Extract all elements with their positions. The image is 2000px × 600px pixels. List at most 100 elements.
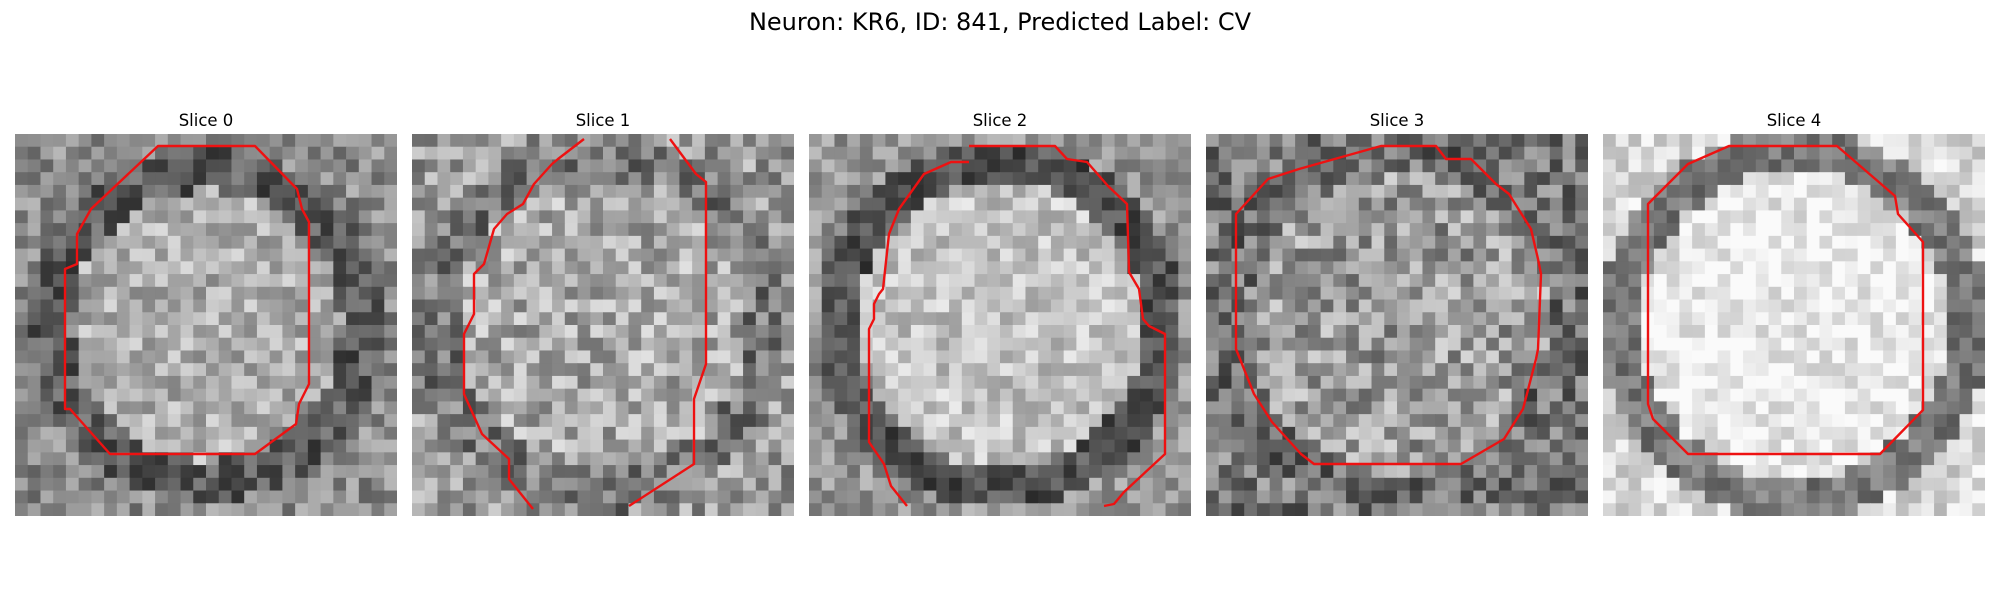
pixel-cell	[961, 197, 976, 211]
pixel-cell	[218, 159, 233, 173]
pixel-cell	[1447, 452, 1462, 466]
pixel-cell	[755, 159, 770, 173]
pixel-cell	[1038, 337, 1052, 352]
pixel-cell	[346, 363, 360, 377]
slice-image	[15, 134, 397, 516]
pixel-cell	[987, 299, 1001, 313]
pixel-cell	[1358, 414, 1373, 428]
pixel-cell	[307, 184, 322, 199]
pixel-cell	[513, 223, 528, 237]
pixel-cell	[129, 210, 143, 224]
pixel-cell	[1844, 172, 1859, 186]
pixel-cell	[91, 261, 105, 275]
pixel-cell	[1628, 388, 1642, 402]
pixel-cell	[834, 477, 848, 492]
pixel-cell	[1076, 401, 1090, 415]
pixel-cell	[936, 375, 950, 390]
pixel-cell	[475, 414, 489, 428]
pixel-cell	[666, 503, 680, 516]
pixel-cell	[755, 197, 770, 211]
pixel-cell	[1152, 477, 1167, 492]
pixel-cell	[1819, 503, 1833, 516]
pixel-cell	[475, 350, 489, 364]
pixel-cell	[1653, 134, 1668, 148]
pixel-cell	[218, 452, 233, 466]
pixel-cell	[1269, 312, 1283, 326]
pixel-cell	[1447, 274, 1462, 288]
pixel-cell	[1717, 210, 1731, 224]
pixel-cell	[180, 337, 194, 352]
pixel-cell	[1972, 350, 1985, 364]
pixel-cell	[1165, 172, 1179, 186]
pixel-cell	[564, 248, 579, 262]
pixel-cell	[501, 414, 515, 428]
pixel-cell	[1679, 312, 1693, 326]
pixel-cell	[1076, 414, 1090, 428]
pixel-cell	[1692, 465, 1706, 479]
pixel-cell	[1537, 465, 1551, 479]
pixel-cell	[679, 261, 693, 275]
pixel-cell	[1755, 325, 1770, 339]
pixel-cell	[679, 325, 693, 339]
pixel-cell	[206, 197, 220, 211]
pixel-cell	[142, 426, 156, 441]
pixel-cell	[834, 465, 848, 479]
pixel-cell	[104, 134, 118, 148]
pixel-cell	[1806, 503, 1821, 516]
pixel-cell	[1435, 452, 1449, 466]
pixel-cell	[450, 465, 464, 479]
pixel-cell	[231, 426, 245, 441]
pixel-cell	[898, 286, 912, 301]
pixel-cell	[834, 248, 848, 262]
pixel-cell	[1333, 261, 1347, 275]
pixel-cell	[206, 414, 220, 428]
pixel-cell	[1422, 172, 1436, 186]
pixel-cell	[269, 503, 283, 516]
pixel-cell	[1473, 197, 1487, 211]
pixel-cell	[1717, 375, 1731, 390]
pixel-cell	[1946, 274, 1961, 288]
pixel-cell	[1806, 426, 1821, 441]
pixel-cell	[1537, 439, 1551, 453]
pixel-cell	[1397, 274, 1411, 288]
pixel-cell	[1832, 325, 1846, 339]
pixel-cell	[1857, 401, 1871, 415]
pixel-cell	[65, 286, 80, 301]
pixel-cell	[1012, 286, 1027, 301]
pixel-cell	[628, 325, 642, 339]
pixel-cell	[987, 312, 1001, 326]
pixel-cell	[834, 172, 848, 186]
pixel-cell	[15, 248, 29, 262]
pixel-cell	[859, 477, 874, 492]
pixel-cell	[872, 210, 886, 224]
pixel-cell	[1794, 197, 1808, 211]
pixel-cell	[872, 350, 886, 364]
pixel-cell	[615, 375, 630, 390]
pixel-cell	[961, 223, 976, 237]
pixel-cell	[78, 350, 92, 364]
pixel-cell	[974, 490, 988, 504]
pixel-cell	[1231, 363, 1245, 377]
pixel-cell	[1562, 299, 1576, 313]
pixel-cell	[1498, 312, 1513, 326]
pixel-cell	[1101, 414, 1116, 428]
pixel-cell	[1743, 490, 1757, 504]
pixel-cell	[1794, 286, 1808, 301]
pixel-cell	[358, 325, 373, 339]
pixel-cell	[603, 337, 617, 352]
pixel-cell	[1844, 299, 1859, 313]
pixel-cell	[269, 235, 283, 250]
pixel-cell	[180, 465, 194, 479]
pixel-cell	[1295, 426, 1309, 441]
pixel-cell	[1460, 146, 1474, 161]
pixel-cell	[1946, 325, 1961, 339]
pixel-cell	[1743, 248, 1757, 262]
pixel-cell	[1012, 452, 1027, 466]
pixel-cell	[1972, 503, 1985, 516]
pixel-cell	[1012, 146, 1027, 161]
pixel-cell	[1883, 490, 1897, 504]
pixel-cell	[53, 146, 67, 161]
pixel-cell	[898, 197, 912, 211]
pixel-cell	[450, 426, 464, 441]
pixel-cell	[513, 325, 528, 339]
